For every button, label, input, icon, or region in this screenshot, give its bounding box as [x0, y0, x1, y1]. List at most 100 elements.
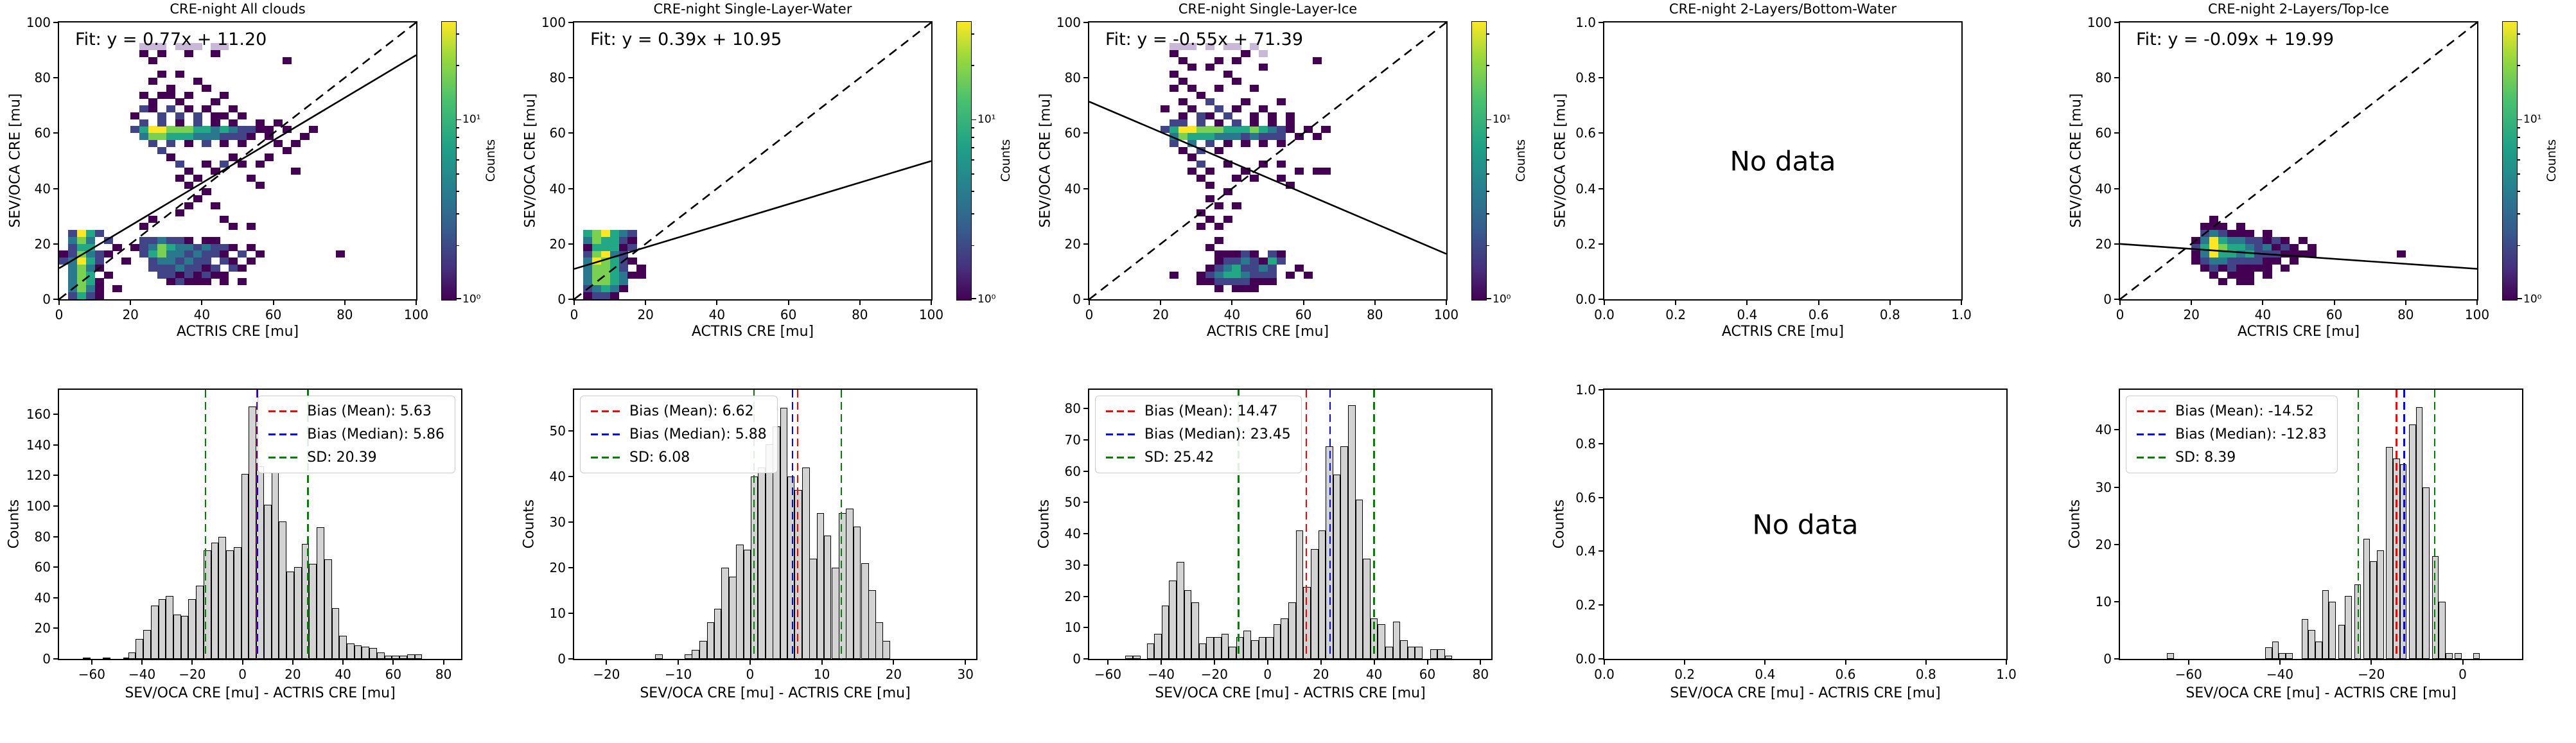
heatmap-cell	[175, 133, 184, 141]
x-tick-label: 0	[1263, 667, 1272, 682]
heatmap-cell	[583, 264, 593, 272]
heatmap-cell	[1303, 271, 1313, 279]
heatmap-cell	[202, 139, 211, 147]
heatmap-cell	[220, 139, 229, 147]
y-tick-mark	[568, 188, 574, 189]
heatmap-cell	[184, 250, 193, 258]
heatmap-cell	[193, 112, 202, 119]
histogram-bar	[2408, 424, 2416, 659]
heatmap-cell	[2272, 258, 2281, 265]
heatmap-cell	[193, 77, 202, 85]
x-tick-mark	[1374, 299, 1376, 305]
heatmap-cell	[1170, 126, 1179, 134]
heatmap-cell	[1205, 181, 1214, 189]
y-tick-mark	[1083, 408, 1089, 410]
heatmap-cell	[148, 43, 158, 51]
heatmap-cell	[220, 271, 229, 279]
heatmap-cell	[1232, 133, 1241, 141]
x-tick-mark	[1302, 299, 1304, 305]
heatmap-cell	[211, 112, 220, 119]
heatmap-cell	[2218, 230, 2228, 238]
colorbar-minor-tick	[971, 245, 974, 247]
heatmap-cell	[2281, 250, 2290, 258]
heatmap-cell	[1241, 285, 1250, 293]
histogram-bar	[2423, 487, 2430, 659]
heatmap-cell	[121, 258, 131, 265]
heatmap-cell	[2200, 258, 2210, 265]
heatmap-cell	[255, 181, 265, 189]
heatmap-cell	[609, 230, 619, 238]
heatmap-cell	[1178, 133, 1188, 141]
heatmap-cell	[220, 258, 229, 265]
y-tick-mark	[2114, 22, 2120, 23]
heatmap-cell	[94, 285, 104, 293]
heatmap-cell	[627, 258, 637, 265]
heatmap-cell	[157, 71, 167, 78]
y-tick-mark	[568, 299, 574, 300]
histogram-bar	[1273, 624, 1281, 659]
stat-line	[753, 390, 755, 659]
histogram-bar	[1221, 634, 1229, 659]
histogram-bar	[83, 657, 91, 659]
heatmap-cell	[1214, 264, 1223, 272]
heatmap-cell	[220, 161, 229, 168]
heatmap-cell	[600, 264, 610, 272]
heatmap-cell	[600, 258, 610, 265]
heatmap-cell	[148, 236, 158, 244]
heatmap-cell	[67, 292, 78, 299]
heatmap-cell	[1214, 57, 1223, 64]
x-tick-mark	[1231, 299, 1233, 305]
heatmap-cell	[1285, 112, 1295, 119]
histogram-bar	[188, 599, 197, 659]
heatmap-cell	[157, 250, 167, 258]
histogram-bar	[787, 476, 795, 659]
heatmap-cell	[67, 264, 78, 272]
heatmap-cell	[1250, 174, 1259, 182]
heatmap-cell	[166, 139, 176, 147]
heatmap-cell	[1205, 216, 1214, 223]
x-tick-mark	[1160, 299, 1162, 305]
heatmap-cell	[2227, 271, 2237, 279]
y-tick-mark	[53, 505, 59, 507]
heatmap-cell	[166, 126, 176, 134]
x-tick-mark	[201, 299, 203, 305]
histogram-bar	[362, 646, 370, 659]
heatmap-cell	[1232, 278, 1241, 286]
heatmap-cell	[291, 168, 301, 175]
heatmap-cell	[591, 243, 602, 251]
histogram-bar	[211, 543, 219, 659]
heatmap-cell	[202, 258, 211, 265]
histogram-bar	[346, 643, 355, 659]
y-tick-mark	[53, 132, 59, 134]
y-tick-mark	[1599, 243, 1604, 245]
colorbar-minor-tick	[971, 159, 974, 161]
histogram-bar	[249, 406, 257, 659]
heatmap-cell	[1223, 43, 1232, 51]
heatmap-cell	[246, 126, 256, 134]
heatmap-cell	[211, 264, 220, 272]
heatmap-cell	[1223, 258, 1232, 265]
y-tick-mark	[53, 627, 59, 629]
heatmap-cell	[1196, 112, 1206, 119]
x-tick-label: 20	[2183, 307, 2200, 322]
heatmap-cell	[2218, 223, 2228, 231]
heatmap-cell	[193, 43, 202, 51]
heatmap-cell	[255, 250, 265, 258]
y-tick-label: 60	[34, 125, 51, 141]
y-tick-mark	[1599, 132, 1604, 134]
heatmap-cell	[1178, 57, 1188, 64]
heatmap-cell	[130, 126, 140, 134]
x-tick-label: 0.8	[1879, 307, 1900, 322]
histogram-bar	[233, 547, 241, 659]
y-tick-label: 80	[1064, 70, 1081, 86]
histogram-bar	[2338, 624, 2345, 659]
heatmap-cell	[618, 285, 628, 293]
histogram-bar	[128, 652, 136, 659]
stat-line	[2433, 390, 2436, 659]
x-tick-label: 60	[2326, 307, 2343, 322]
colorbar-minor-tick	[456, 159, 459, 161]
legend-item-bias-mean: Bias (Mean): -14.52	[2137, 403, 2327, 419]
heatmap-cell	[238, 139, 247, 147]
legend: Bias (Mean): 6.62 Bias (Median): 5.88 SD…	[580, 396, 778, 473]
colorbar-minor-tick	[2517, 213, 2520, 214]
